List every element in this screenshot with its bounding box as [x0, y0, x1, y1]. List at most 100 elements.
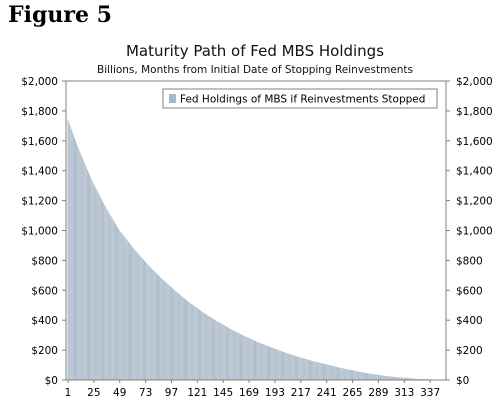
bar — [371, 373, 373, 380]
bar — [151, 268, 153, 380]
bar — [81, 156, 83, 380]
bar — [276, 349, 278, 380]
bar — [149, 266, 151, 380]
bar — [237, 332, 239, 380]
bar — [402, 377, 404, 380]
bar — [366, 373, 367, 380]
legend-swatch — [169, 94, 176, 103]
bar — [362, 372, 364, 380]
bar — [387, 376, 389, 380]
bar — [116, 225, 117, 380]
bar — [208, 316, 210, 380]
bar — [182, 297, 184, 380]
bar — [204, 313, 206, 380]
bar — [193, 305, 195, 380]
bar — [99, 196, 101, 380]
bar — [280, 351, 282, 380]
bar — [396, 377, 398, 380]
bar-series — [67, 119, 442, 381]
bar — [314, 361, 316, 380]
bar — [338, 367, 339, 380]
bar — [216, 320, 218, 380]
bar — [188, 301, 190, 380]
bar — [155, 273, 157, 380]
bar — [107, 210, 109, 380]
bar — [376, 374, 378, 380]
bar — [225, 326, 227, 380]
bar — [206, 314, 208, 380]
y-tick-label-right: $1,200 — [456, 196, 493, 208]
bar — [166, 283, 168, 380]
bar — [298, 356, 300, 380]
bar — [194, 306, 196, 380]
bar — [108, 212, 110, 380]
bar — [109, 214, 111, 380]
bar — [389, 376, 391, 380]
y-tick-label-right: $1,400 — [456, 166, 493, 178]
bar — [256, 341, 258, 380]
bar — [79, 151, 81, 380]
bar — [291, 354, 293, 380]
bar — [369, 373, 371, 380]
bar — [217, 321, 219, 380]
bar — [255, 341, 256, 380]
bar — [322, 363, 324, 380]
bar — [75, 140, 76, 380]
bar — [173, 289, 175, 380]
bar — [407, 378, 408, 380]
bar — [189, 302, 191, 380]
x-tick-label: 337 — [420, 387, 440, 399]
bar — [180, 295, 182, 380]
bar — [192, 305, 194, 380]
bar — [299, 357, 301, 380]
bar — [346, 369, 348, 380]
bar — [355, 371, 357, 380]
x-tick-label: 241 — [317, 387, 337, 399]
bar — [354, 370, 356, 380]
bar — [233, 330, 235, 380]
y-tick-label-right: $0 — [456, 375, 469, 387]
bar — [120, 231, 122, 380]
bar — [375, 374, 377, 380]
bar — [200, 310, 202, 380]
bar — [344, 368, 346, 380]
bar — [104, 205, 106, 380]
y-tick-label-right: $200 — [456, 345, 483, 357]
bar — [311, 360, 313, 380]
bar — [328, 364, 330, 380]
bar — [305, 359, 307, 380]
bar — [416, 378, 418, 380]
bar — [143, 259, 144, 380]
bar — [95, 188, 97, 380]
bar — [269, 346, 270, 380]
bar — [259, 342, 261, 380]
y-tick-label-right: $600 — [456, 285, 483, 297]
y-tick-label-left: $2,000 — [21, 76, 58, 88]
bar — [332, 366, 334, 380]
bar — [163, 280, 165, 380]
x-tick-label: 121 — [187, 387, 207, 399]
bar — [181, 296, 183, 380]
bar — [123, 236, 125, 380]
bar — [352, 370, 353, 380]
bar — [183, 298, 185, 380]
bar — [293, 355, 295, 380]
bar — [139, 255, 141, 380]
bar — [121, 233, 123, 380]
bar — [67, 119, 69, 381]
bar — [211, 318, 213, 380]
bar — [289, 354, 291, 380]
bar — [372, 374, 374, 380]
x-tick-label: 289 — [368, 387, 388, 399]
bar — [265, 345, 267, 380]
bar — [297, 356, 299, 380]
x-tick-label: 73 — [139, 387, 152, 399]
bar — [306, 359, 308, 380]
bar — [88, 172, 89, 380]
bar — [288, 353, 290, 380]
y-tick-label-right: $1,600 — [456, 136, 493, 148]
bar — [383, 375, 385, 380]
bar — [351, 370, 352, 380]
bar — [287, 353, 289, 380]
bar — [394, 376, 396, 380]
